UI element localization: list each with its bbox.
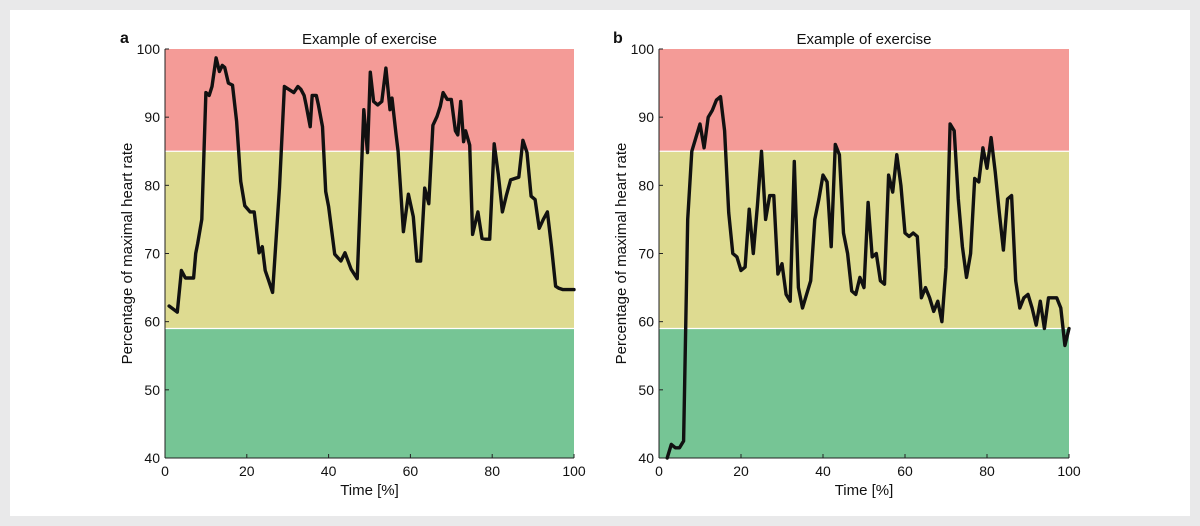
x-tick-label: 40 bbox=[815, 463, 831, 479]
y-tick-label: 90 bbox=[638, 109, 654, 125]
chart-title: Example of exercise bbox=[302, 31, 437, 48]
x-tick-label: 60 bbox=[897, 463, 913, 479]
panel-letter: b bbox=[613, 30, 623, 47]
x-tick-label: 100 bbox=[1057, 463, 1081, 479]
y-tick-label: 80 bbox=[144, 177, 160, 193]
x-tick-label: 40 bbox=[321, 463, 337, 479]
zone-band-2 bbox=[165, 328, 574, 458]
y-tick-label: 100 bbox=[137, 41, 161, 57]
x-tick-label: 80 bbox=[484, 463, 500, 479]
x-axis-label: Time [%] bbox=[340, 482, 399, 499]
y-tick-label: 90 bbox=[144, 109, 160, 125]
y-tick-label: 50 bbox=[638, 382, 654, 398]
y-tick-label: 80 bbox=[638, 177, 654, 193]
y-tick-label: 60 bbox=[144, 314, 160, 330]
y-tick-label: 70 bbox=[144, 246, 160, 262]
y-axis-label: Percentage of maximal heart rate bbox=[613, 143, 630, 365]
y-tick-label: 40 bbox=[144, 450, 160, 466]
x-tick-label: 20 bbox=[733, 463, 749, 479]
zone-band-1 bbox=[165, 151, 574, 329]
y-tick-label: 100 bbox=[631, 41, 655, 57]
x-axis-label: Time [%] bbox=[835, 482, 894, 499]
zone-band-1 bbox=[659, 151, 1069, 329]
x-tick-label: 60 bbox=[403, 463, 419, 479]
chart-panel-a: 40 50 60 70 80 90 100 0 20 40 60 80 100 Example of ex… bbox=[119, 30, 586, 499]
heart-rate-line bbox=[665, 94, 1071, 460]
x-tick-label: 100 bbox=[562, 463, 586, 479]
x-tick-label: 80 bbox=[979, 463, 995, 479]
chart-panel-b: 40 50 60 70 80 90 100 0 20 40 60 80 100 Example of ex… bbox=[613, 30, 1081, 499]
chart-title: Example of exercise bbox=[796, 31, 931, 48]
zone-band-2 bbox=[659, 328, 1069, 458]
x-tick-label: 0 bbox=[161, 463, 169, 479]
y-tick-label: 50 bbox=[144, 382, 160, 398]
y-tick-label: 60 bbox=[638, 314, 654, 330]
y-tick-label: 70 bbox=[638, 246, 654, 262]
zone-band-0 bbox=[659, 49, 1069, 152]
y-axis-label: Percentage of maximal heart rate bbox=[119, 143, 136, 365]
x-tick-label: 20 bbox=[239, 463, 255, 479]
x-tick-label: 0 bbox=[655, 463, 663, 479]
panel-letter: a bbox=[120, 30, 129, 47]
y-tick-label: 40 bbox=[638, 450, 654, 466]
heart-rate-line bbox=[167, 56, 576, 314]
